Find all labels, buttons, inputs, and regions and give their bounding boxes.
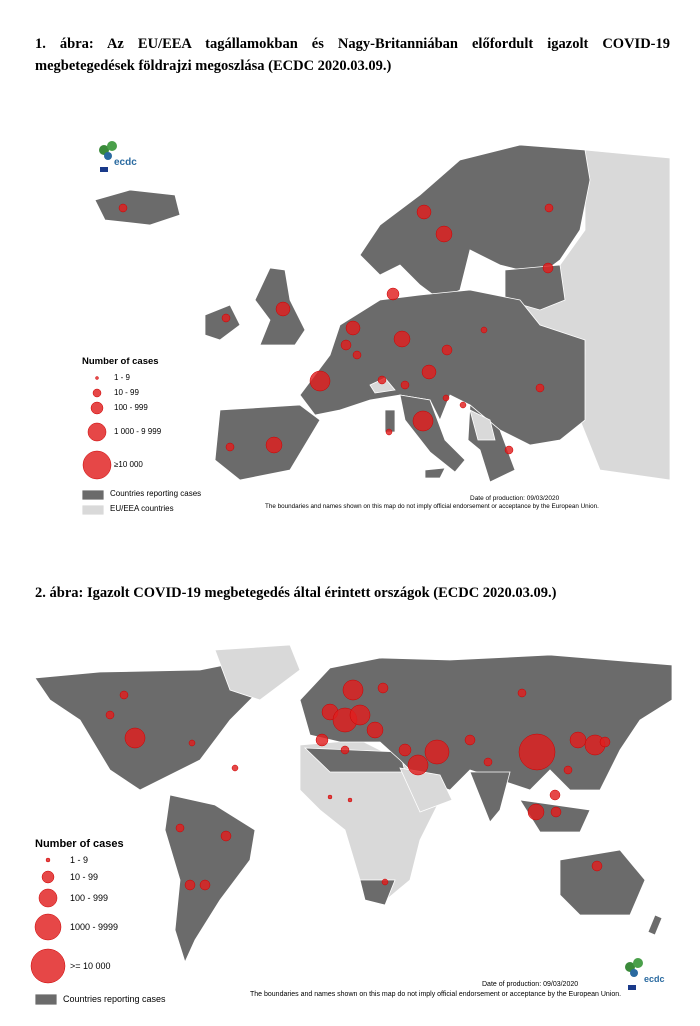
legend-item: >= 10 000 — [70, 961, 111, 971]
disclaimer: The boundaries and names shown on this m… — [265, 503, 599, 510]
legend-item: 1 - 9 — [114, 373, 131, 382]
world-map — [30, 644, 673, 1006]
legend-title: Number of cases — [35, 838, 124, 850]
legend-area: EU/EEA countries — [110, 504, 174, 513]
legend-area: Countries reporting cases — [63, 994, 166, 1004]
case-bubbles — [105, 679, 611, 891]
europe-map — [81, 141, 671, 516]
legend-item: 1 - 9 — [70, 855, 89, 865]
legend-item: 1000 - 9999 — [70, 922, 119, 932]
legend-item: 100 - 999 — [70, 893, 109, 903]
legend-item: 10 - 99 — [114, 388, 139, 397]
legend-item: ≥10 000 — [114, 460, 143, 469]
logo — [99, 141, 117, 172]
logo-text: ecdc — [644, 974, 665, 984]
legend-item: 10 - 99 — [70, 872, 99, 882]
production-date: Date of production: 09/03/2020 — [482, 981, 579, 988]
legend-item: 100 - 999 — [114, 403, 148, 412]
logo-text: ecdc — [114, 157, 137, 168]
case-bubbles — [118, 203, 554, 455]
production-date: Date of production: 09/03/2020 — [470, 495, 560, 502]
legend-area: Countries reporting cases — [110, 489, 202, 498]
logo — [625, 958, 643, 990]
legend-symbols — [30, 857, 66, 1006]
figure-caption: 1. ábra: Az EU/EEA tagállamokban és Nagy… — [35, 36, 670, 74]
legend-title: Number of cases — [82, 356, 159, 367]
disclaimer: The boundaries and names shown on this m… — [250, 991, 622, 998]
figure-caption: 2. ábra: Igazolt COVID-19 megbetegedés á… — [35, 585, 557, 601]
legend-symbols — [81, 376, 112, 516]
legend-item: 1 000 - 9 999 — [114, 427, 162, 436]
